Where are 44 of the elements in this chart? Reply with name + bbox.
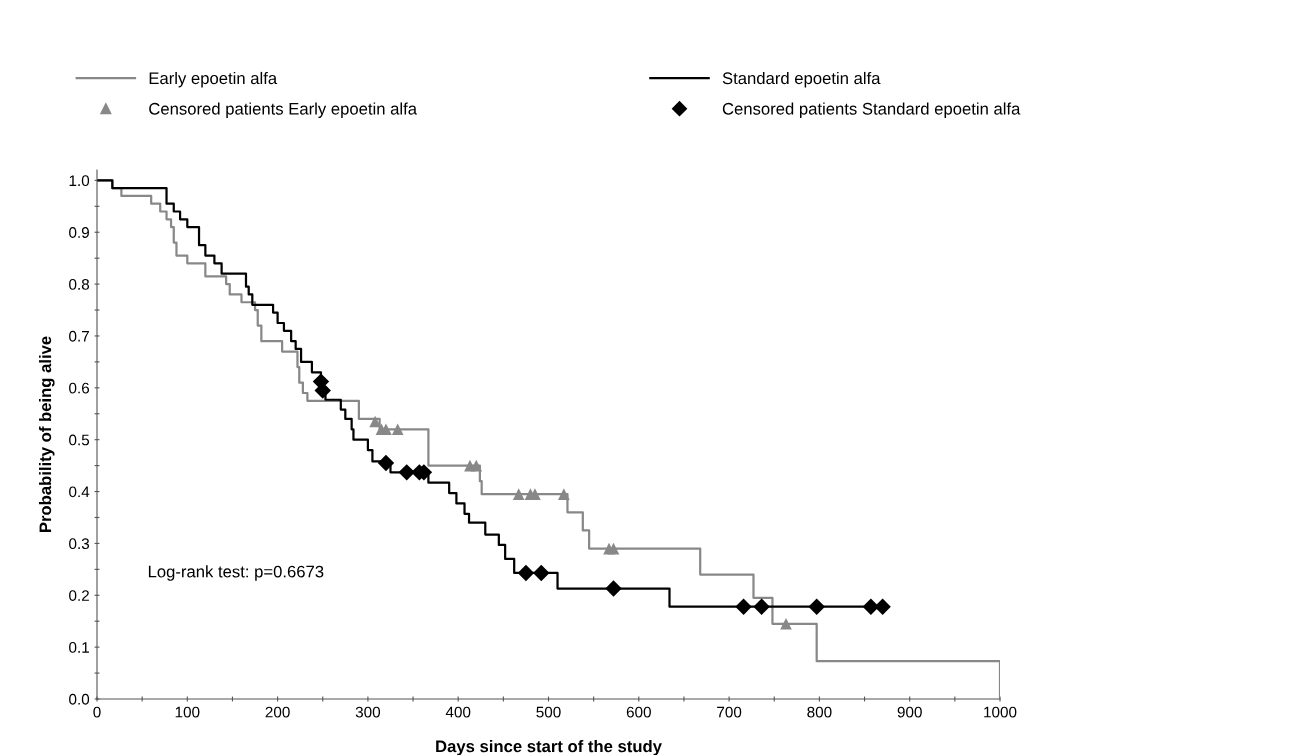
x-tick-label: 800 [807,706,832,718]
point [517,564,535,582]
point [607,542,620,555]
point [377,454,395,472]
point [398,464,415,481]
y-tick-label: 0.2 [69,590,89,601]
point [605,580,622,597]
x-tick-label: 300 [355,706,381,718]
x-tick-label: 500 [536,706,561,718]
y-tick-label: 0.5 [69,434,90,446]
point [808,598,825,615]
y-tick-label: 0.9 [69,227,89,238]
y-axis-title: Probability of being alive [38,336,55,533]
point [470,459,483,472]
y-tick-label: 0.6 [69,382,90,394]
y-tick-label: 0.7 [69,330,89,342]
x-tick-label: 400 [445,706,471,718]
x-axis-title: Days since start of the study [436,739,662,755]
x-tick-label: 900 [897,706,922,718]
x-tick-label: 200 [265,706,290,718]
y-tick-label: 0.8 [69,278,90,290]
y-tick-label: 0.3 [69,538,90,550]
y-tick-label: 0.0 [69,693,90,705]
x-tick-label: 100 [175,706,200,718]
x-tick-label: 600 [626,706,651,718]
y-tick-label: 0.4 [69,486,90,498]
y-tick-label: 1.0 [69,175,90,187]
x-tick-label: 0 [93,706,101,718]
point [558,488,570,500]
legend-label: Censored patients Standard epoetin alfa [722,102,1021,118]
legend-label: Early epoetin alfa [149,71,278,88]
x-tick-label: 1000 [984,706,1017,718]
point [874,598,891,615]
point [735,598,752,615]
point [391,423,404,436]
y-tick-label: 0.1 [69,642,89,653]
point [780,617,792,630]
point [753,598,770,615]
legend-label: Standard epoetin alfa [722,71,881,88]
point [533,564,550,582]
x-tick-label: 700 [717,706,742,718]
annotation: Log-rank test: p=0.6673 [148,565,324,581]
point [512,488,525,500]
legend-label: Censored patients Early epoetin alfa [149,102,418,118]
